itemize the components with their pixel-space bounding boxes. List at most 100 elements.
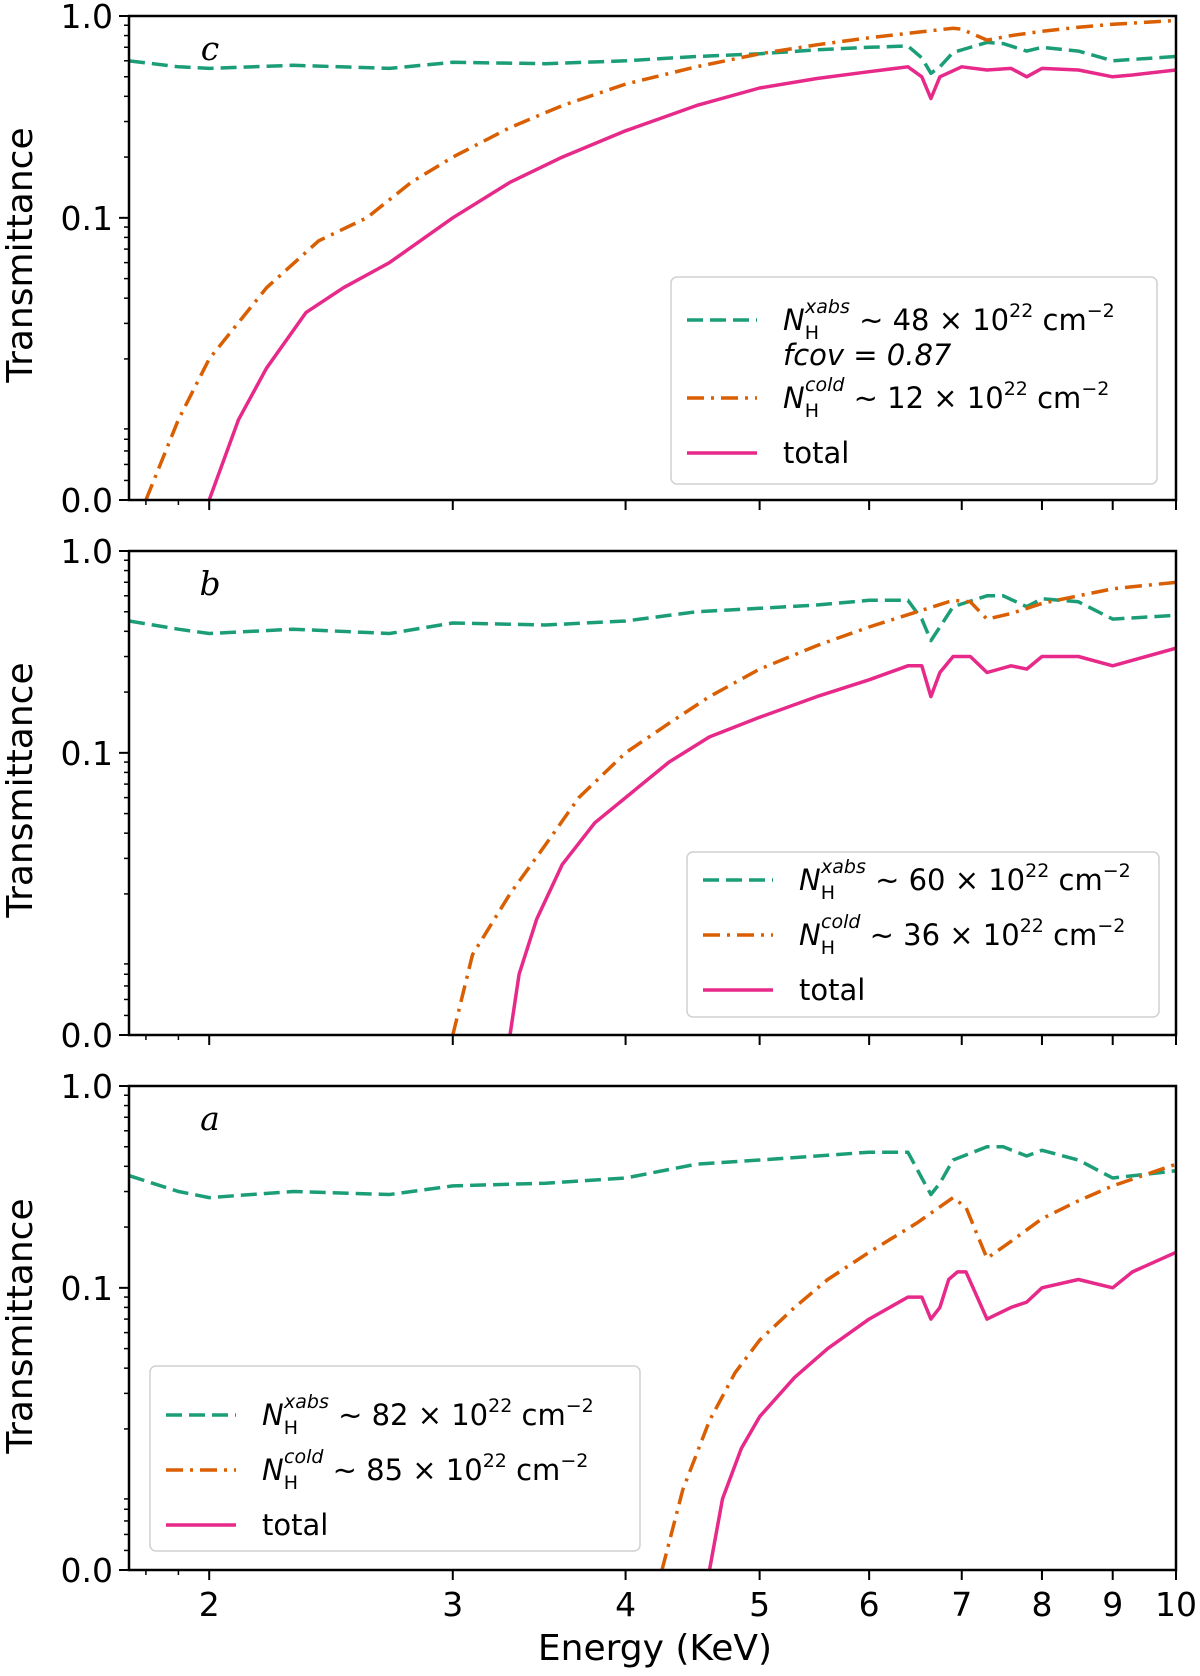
- legend-label-cold-a: NHcold ∼ 85 × 1022 cm−2: [262, 1446, 588, 1494]
- legend-unit-exponent: −2: [1087, 300, 1115, 322]
- legend-value: ∼ 82 × 10: [329, 1398, 488, 1432]
- legend-unit: cm: [1033, 303, 1086, 337]
- legend-label-cold-c: NHcold ∼ 12 × 1022 cm−2: [783, 374, 1109, 422]
- series-line-total-a: [707, 1250, 1176, 1570]
- y-tick-label-c: 0.0: [61, 481, 113, 520]
- legend-exponent: 22: [1025, 860, 1049, 882]
- series-line-total-b: [508, 646, 1176, 1035]
- x-tick-label: 10: [1155, 1585, 1197, 1624]
- legend-label-total-a: total: [262, 1508, 328, 1542]
- legend-superscript: cold: [821, 911, 861, 933]
- legend-label-xabs-b: NHxabs ∼ 60 × 1022 cm−2: [799, 856, 1131, 904]
- legend-exponent: 22: [488, 1395, 512, 1417]
- legend-symbol: N: [799, 918, 821, 952]
- series-line-cold-c: [144, 18, 1176, 500]
- legend-superscript: cold: [805, 374, 845, 396]
- legend-value: ∼ 36 × 10: [860, 918, 1019, 952]
- legend-unit-exponent: −2: [1097, 915, 1125, 937]
- plot-frame-c: [127, 14, 1178, 502]
- y-tick-label-a: 0.1: [61, 1269, 113, 1308]
- y-axis-label-panel-b: Transmittance: [0, 662, 41, 918]
- legend-subscript: H: [805, 400, 819, 422]
- series-line-total-c: [207, 65, 1176, 500]
- legend-exponent: 22: [1009, 300, 1033, 322]
- legend-subscript: H: [805, 322, 819, 344]
- panel-label-a: a: [200, 1099, 220, 1138]
- series-group-c: [129, 18, 1176, 500]
- legend-unit: cm: [1028, 381, 1081, 415]
- legend-symbol: N: [783, 303, 805, 337]
- series-line-cold-a: [660, 1162, 1176, 1570]
- legend-superscript: cold: [284, 1446, 324, 1468]
- legend-value: ∼ 12 × 10: [844, 381, 1003, 415]
- y-tick-label-c: 1.0: [61, 0, 113, 36]
- y-tick-label-b: 0.0: [61, 1016, 113, 1055]
- legend-label-xabs-c: NHxabs ∼ 48 × 1022 cm−2: [783, 296, 1115, 344]
- legend-label-cold-b: NHcold ∼ 36 × 1022 cm−2: [799, 911, 1125, 959]
- x-axis-label: Energy (KeV): [538, 1628, 772, 1669]
- series-line-xabs-c: [129, 40, 1176, 76]
- legend-superscript: xabs: [820, 856, 866, 878]
- series-line-cold-b: [451, 580, 1176, 1035]
- x-tick-label: 7: [951, 1585, 972, 1624]
- legend-superscript: xabs: [804, 296, 850, 318]
- x-tick-label: 8: [1031, 1585, 1052, 1624]
- legend-exponent: 22: [1004, 378, 1028, 400]
- legend-label-total-b: total: [799, 973, 865, 1007]
- y-tick-label-a: 0.0: [61, 1551, 113, 1590]
- legend-subscript: H: [284, 1472, 298, 1494]
- legend-unit: cm: [1044, 918, 1097, 952]
- x-tick-label: 4: [615, 1585, 636, 1624]
- legend-unit-exponent: −2: [560, 1450, 588, 1472]
- legend-value: ∼ 48 × 10: [850, 303, 1009, 337]
- y-tick-label-c: 0.1: [61, 199, 113, 238]
- panel-label-c: c: [201, 29, 219, 68]
- legend-label-xabs-a: NHxabs ∼ 82 × 1022 cm−2: [262, 1391, 594, 1439]
- plot-frame-a: [127, 1084, 1178, 1572]
- x-tick-label: 5: [749, 1585, 770, 1624]
- legend-value: ∼ 60 × 10: [866, 863, 1025, 897]
- series-group-a: [129, 1145, 1176, 1570]
- legend-frame-b: [686, 851, 1160, 1018]
- legend-unit: cm: [507, 1453, 560, 1487]
- legend-subscript: H: [284, 1417, 298, 1439]
- y-axis-label-panel-c: Transmittance: [0, 127, 41, 383]
- legend-unit-exponent: −2: [1103, 860, 1131, 882]
- legend-symbol: N: [262, 1398, 284, 1432]
- legend-subscript: H: [821, 882, 835, 904]
- legend-unit-exponent: −2: [566, 1395, 594, 1417]
- x-tick-label: 3: [442, 1585, 463, 1624]
- legend-unit: cm: [1049, 863, 1102, 897]
- legend-label-total-c: total: [783, 436, 849, 470]
- y-tick-label-b: 1.0: [61, 532, 113, 571]
- x-tick-label: 6: [859, 1585, 880, 1624]
- legend-frame-a: [149, 1365, 641, 1552]
- series-group-b: [129, 580, 1176, 1035]
- legend-exponent: 22: [483, 1450, 507, 1472]
- legend-unit-exponent: −2: [1081, 378, 1109, 400]
- legend-symbol: N: [262, 1453, 284, 1487]
- legend-unit: cm: [512, 1398, 565, 1432]
- x-tick-label: 2: [199, 1585, 220, 1624]
- y-tick-label-b: 0.1: [61, 734, 113, 773]
- legend-frame-c: [670, 276, 1158, 485]
- legend-fcov-label-c: fcov = 0.87: [783, 338, 952, 372]
- y-tick-label-a: 1.0: [61, 1067, 113, 1106]
- legend-exponent: 22: [1020, 915, 1044, 937]
- legend-superscript: xabs: [283, 1391, 329, 1413]
- legend-symbol: N: [783, 381, 805, 415]
- legend-value: ∼ 85 × 10: [323, 1453, 482, 1487]
- x-tick-label: 9: [1102, 1585, 1123, 1624]
- y-axis-label-panel-a: Transmittance: [0, 1198, 41, 1454]
- legend-subscript: H: [821, 937, 835, 959]
- series-line-xabs-a: [129, 1145, 1176, 1200]
- panel-label-b: b: [199, 564, 220, 603]
- plot-frame-b: [127, 549, 1178, 1037]
